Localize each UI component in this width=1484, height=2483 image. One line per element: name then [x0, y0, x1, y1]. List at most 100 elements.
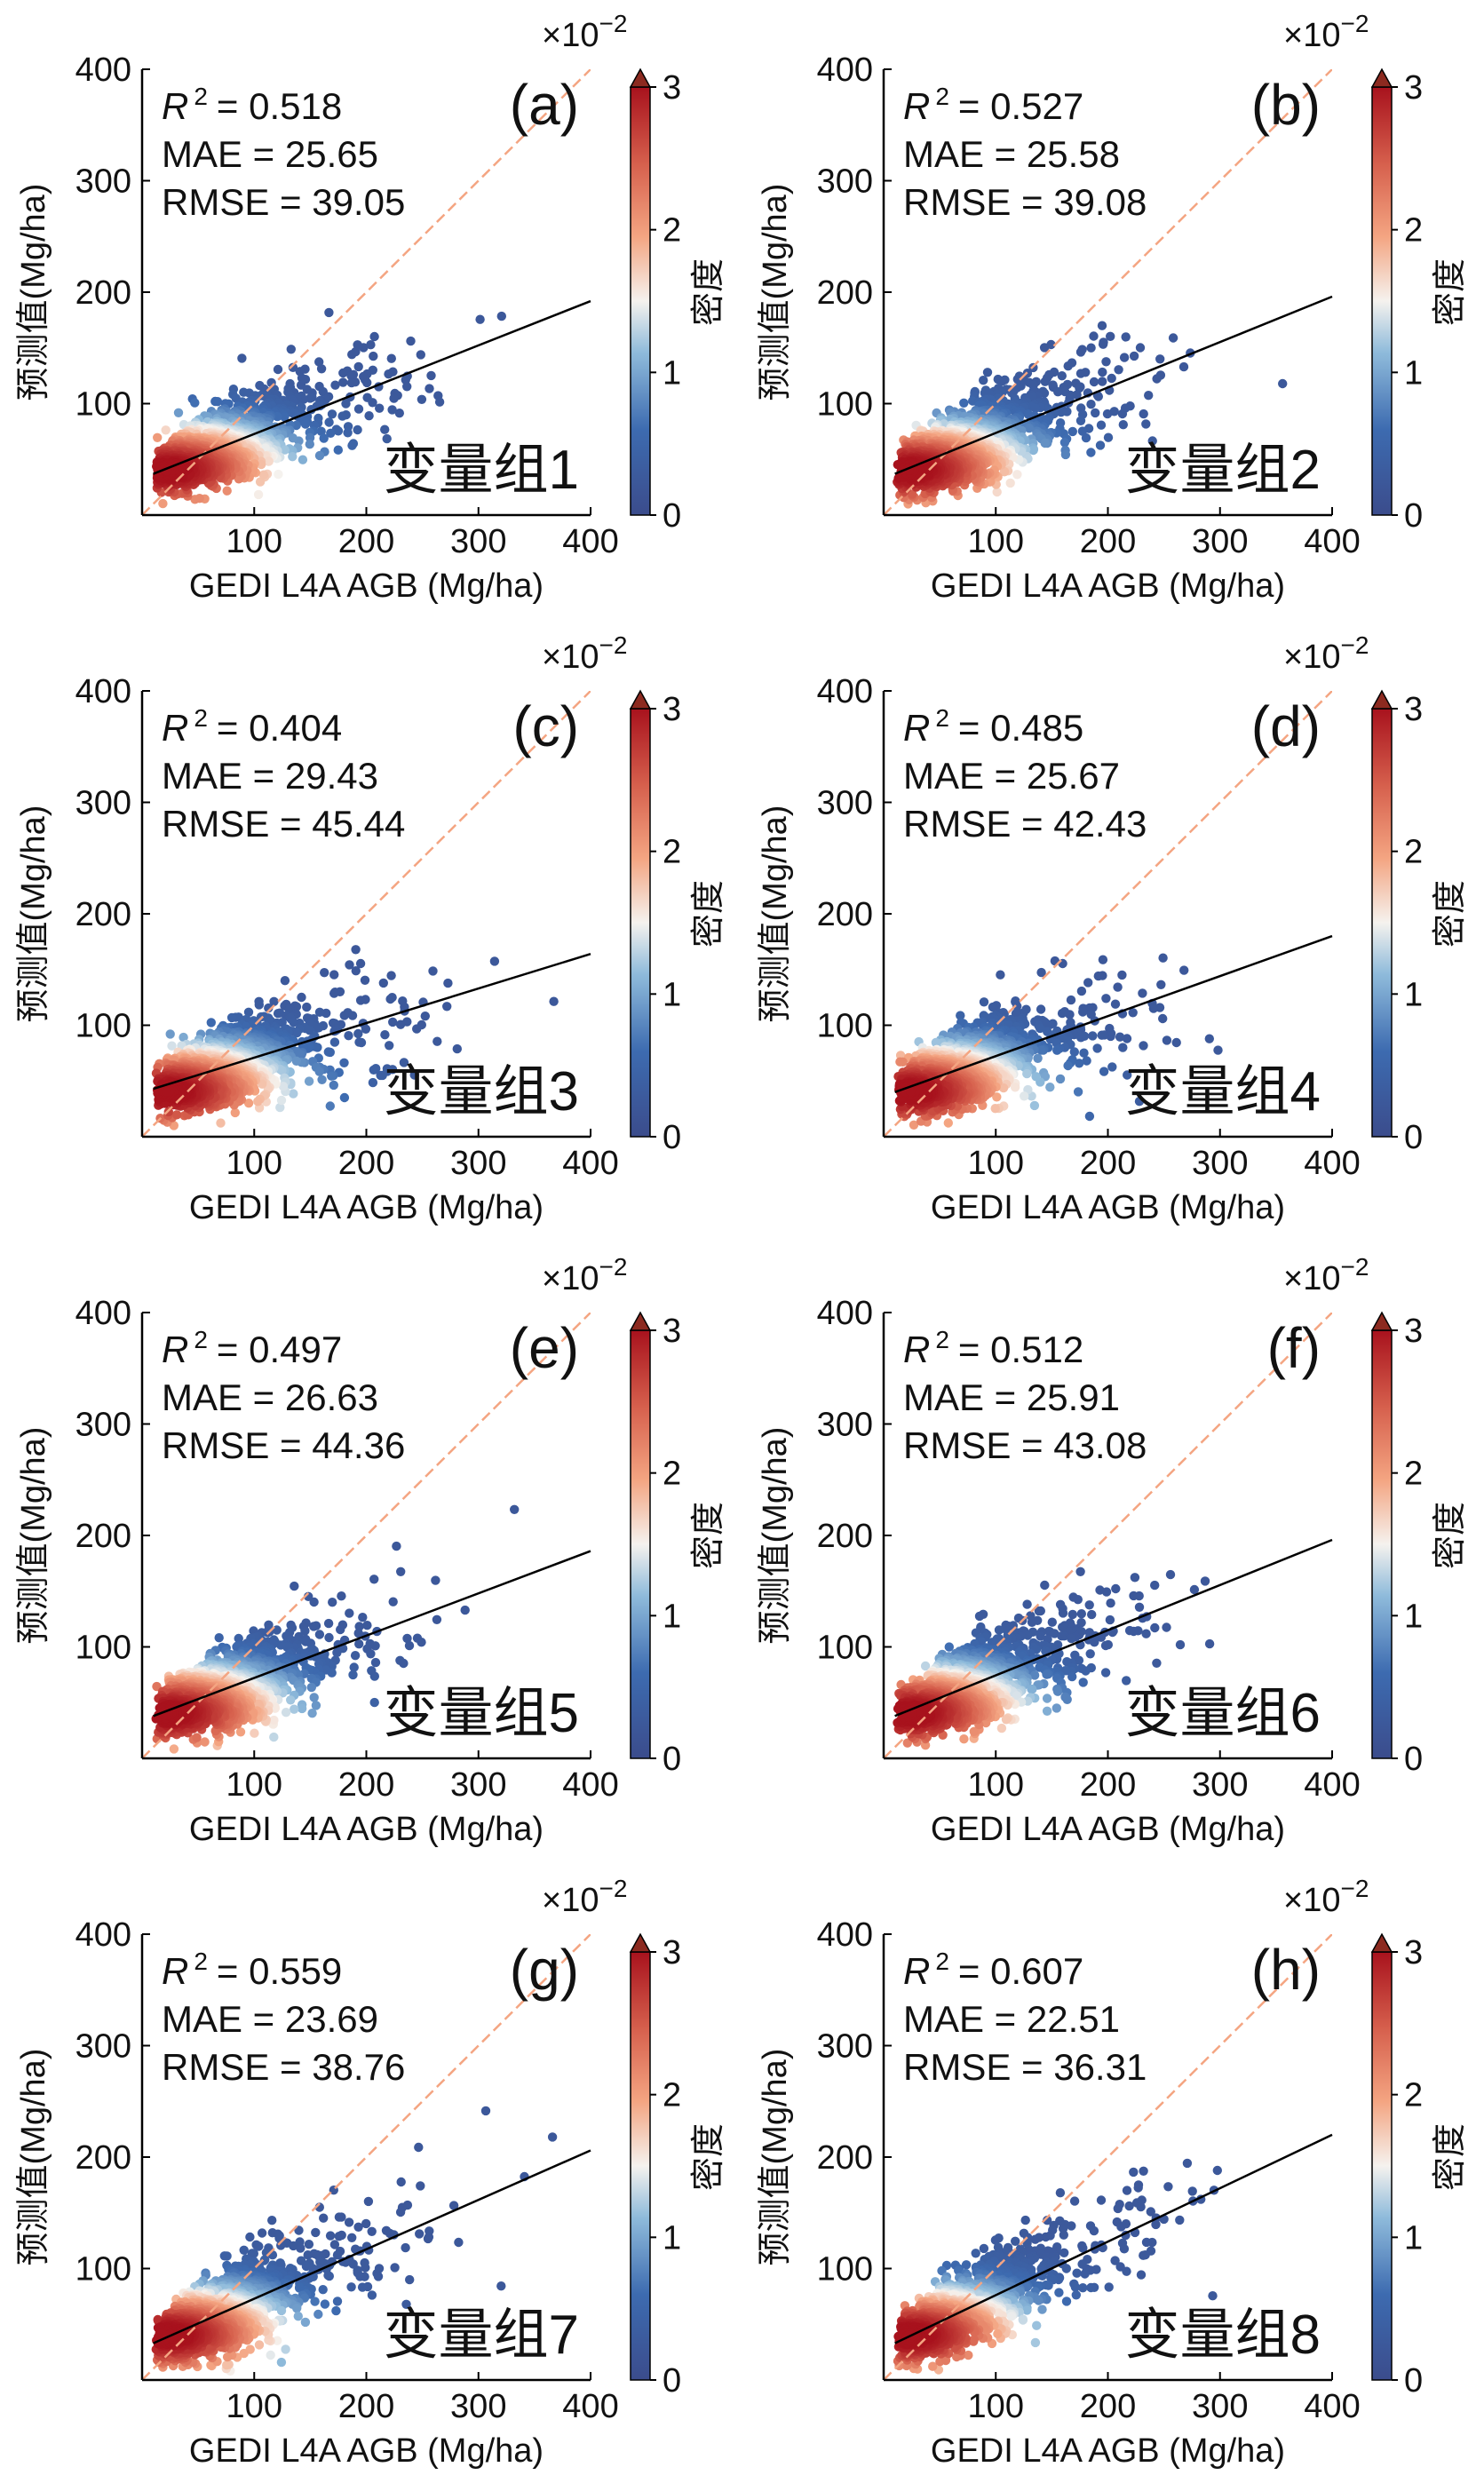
scatter-point [416, 350, 425, 360]
scatter-point [297, 992, 306, 1003]
scatter-point [264, 456, 274, 466]
scatter-point [428, 966, 438, 976]
colorbar-exponent: ×10−2 [542, 10, 627, 54]
y-tick-label: 100 [817, 386, 873, 424]
scatter-point [997, 377, 1007, 386]
scatter-point [320, 968, 329, 978]
scatter-point [347, 350, 357, 360]
group-label: 变量组3 [384, 1061, 579, 1123]
scatter-point [982, 368, 993, 377]
y-tick-label: 100 [75, 386, 131, 424]
scatter-point [1099, 1067, 1109, 1076]
scatter-point [343, 428, 353, 438]
scatter-point [324, 307, 334, 318]
scatter-point [1057, 371, 1067, 381]
scatter-point [1102, 409, 1113, 419]
scatter-point [316, 426, 326, 436]
scatter-point [417, 394, 427, 404]
y-tick-label: 400 [75, 52, 131, 89]
scatter-point [280, 412, 290, 422]
scatter-point [442, 1002, 452, 1011]
scatter-point [1135, 343, 1146, 353]
colorbar-tick-label: 1 [663, 976, 681, 1013]
scatter-point [1106, 331, 1115, 341]
scatter-point [1066, 995, 1076, 1005]
scatter-point [1086, 343, 1096, 353]
colorbar-tick-label: 0 [1404, 497, 1423, 535]
colorbar-label: 密度 [1432, 258, 1469, 326]
group-label: 变量组1 [384, 440, 579, 501]
scatter-point [339, 1092, 350, 1103]
scatter-point [1036, 1004, 1046, 1014]
scatter-point [1093, 971, 1104, 981]
scatter-point [1053, 387, 1063, 397]
r2-text: R 2 = 0.518 [162, 83, 342, 127]
scatter-point [475, 314, 485, 324]
scatter-point [289, 1089, 298, 1099]
colorbar-exponent-power: −2 [599, 631, 627, 659]
colorbar-exponent-base: ×10 [1283, 17, 1340, 54]
scatter-point [1107, 1062, 1117, 1072]
colorbar-tick-label: 2 [663, 212, 681, 250]
x-tick-label: 400 [562, 523, 618, 560]
scatter-point [1024, 409, 1034, 420]
y-axis-label: 预测值(Mg/ha) [15, 805, 52, 1023]
scatter-point [996, 970, 1005, 980]
scatter-point [304, 1076, 314, 1086]
scatter-point [361, 1024, 371, 1035]
x-tick-label: 300 [1192, 523, 1248, 560]
scatter-point [167, 1041, 177, 1051]
scatter-point [992, 487, 1002, 497]
scatter-point [420, 1011, 430, 1021]
r2-value: = 0.527 [958, 85, 1083, 127]
scatter-point [286, 345, 296, 354]
scatter-point [433, 1036, 442, 1046]
scatter-point [1040, 438, 1050, 448]
scatter-point [979, 997, 989, 1007]
scatter-point [1075, 369, 1086, 378]
scatter-point [161, 425, 171, 435]
scatter-point [399, 1058, 409, 1067]
scatter-point [347, 440, 357, 450]
scatter-point [1045, 1083, 1055, 1092]
scatter-point [1092, 1043, 1102, 1053]
scatter-point [1078, 1007, 1088, 1017]
scatter-point [1005, 478, 1015, 488]
scatter-point [314, 1067, 324, 1076]
panel-label: (a) [510, 73, 579, 137]
panel-label: (b) [1251, 73, 1321, 137]
scatter-point [1138, 988, 1147, 998]
scatter-point [1028, 445, 1038, 456]
scatter-point [326, 428, 336, 438]
identity-line [142, 69, 591, 515]
x-tick-label: 100 [968, 523, 1024, 560]
r2-symbol: R [162, 85, 188, 127]
y-tick-label: 300 [75, 785, 131, 822]
scatter-point [1141, 419, 1151, 429]
scatter-point [384, 369, 393, 379]
scatter-point [1162, 1035, 1172, 1045]
scatter-point [1073, 1087, 1083, 1097]
scatter-point [216, 1118, 226, 1128]
r2-value: = 0.404 [217, 707, 342, 749]
scatter-point [1147, 436, 1157, 446]
scatter-point [1039, 388, 1050, 398]
y-tick-label: 200 [75, 274, 131, 312]
scatter-point [288, 452, 298, 462]
scatter-point [346, 377, 357, 388]
scatter-point [369, 331, 379, 342]
colorbar-exponent: ×10−2 [1283, 10, 1369, 54]
colorbar [630, 708, 651, 1138]
panel-label: (c) [512, 694, 579, 758]
scatter-point [1171, 1037, 1181, 1048]
scatter-point [496, 311, 506, 321]
scatter-point [317, 1075, 327, 1085]
r2-text: R 2 = 0.404 [162, 704, 342, 749]
y-tick-label: 300 [817, 163, 873, 201]
scatter-point [302, 1002, 312, 1012]
scatter-point [1057, 1008, 1067, 1019]
scatter-point [426, 370, 436, 381]
scatter-point [243, 1007, 254, 1018]
